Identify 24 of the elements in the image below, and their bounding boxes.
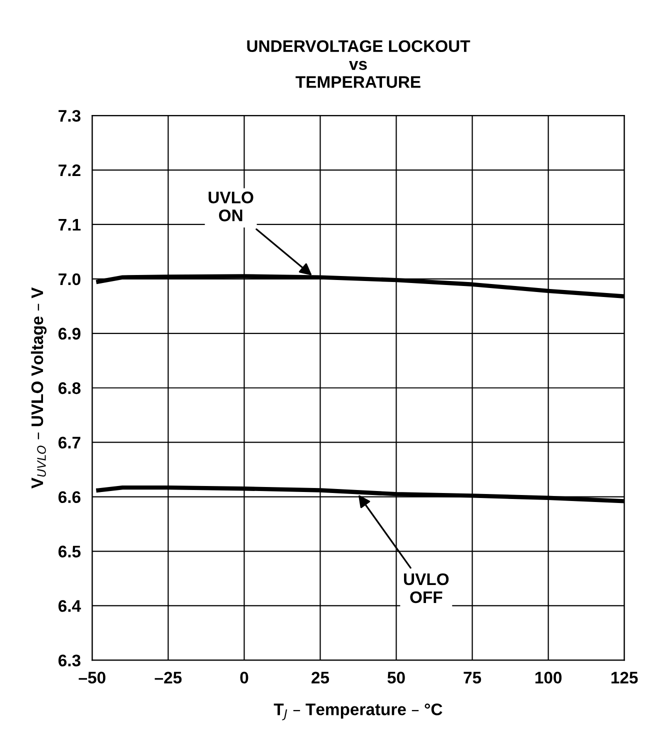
y-tick-label: 6.8 <box>58 382 81 394</box>
x-axis-title: T$_{J}$ – Temperature – °C <box>274 704 442 720</box>
y-tick-label: 6.4 <box>58 600 81 612</box>
x-tick-label: 0 <box>240 672 248 684</box>
x-tick-label: –25 <box>154 672 182 684</box>
chart-title: UNDERVOLTAGE LOCKOUT vs TEMPERATURE <box>247 40 470 88</box>
y-axis-title: V$_{UVLO}$ – UVLO Voltage – V <box>30 287 47 489</box>
x-tick-label: –50 <box>78 672 106 684</box>
y-tick-label: 7.0 <box>58 273 80 286</box>
y-tick-label: 7.2 <box>58 164 80 176</box>
y-tick-label: 6.6 <box>58 491 80 504</box>
y-tick-label: 6.5 <box>58 546 81 558</box>
annotation: UVLO ON <box>208 192 254 222</box>
annotation: UVLO OFF <box>404 573 449 604</box>
y-tick-label: 7.3 <box>58 110 80 122</box>
x-tick-label: 125 <box>611 672 638 684</box>
x-tick-label: 100 <box>535 672 562 684</box>
y-tick-label: 7.1 <box>58 219 81 231</box>
x-tick-label: 75 <box>464 672 482 684</box>
y-tick-label: 6.7 <box>58 436 80 449</box>
x-tick-label: 25 <box>312 672 330 684</box>
y-tick-label: 6.3 <box>58 654 80 666</box>
y-tick-label: 6.9 <box>58 328 80 340</box>
x-tick-label: 50 <box>388 672 405 684</box>
